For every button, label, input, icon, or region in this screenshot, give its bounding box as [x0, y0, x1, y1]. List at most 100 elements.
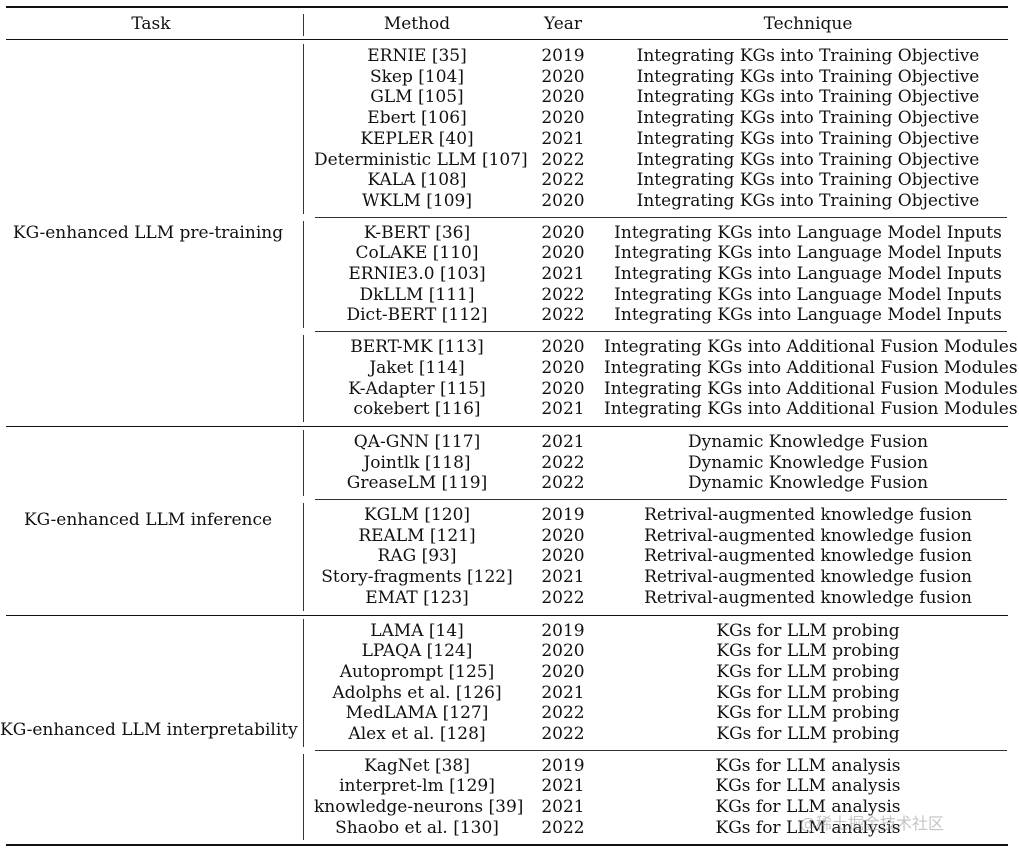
- cell-method: DkLLM [111]: [359, 284, 475, 305]
- cell-method: Adolphs et al. [126]: [332, 682, 502, 703]
- cell-year: 2021: [541, 264, 585, 284]
- cell-year: 2020: [541, 243, 585, 264]
- cell-method: REALM [121]: [358, 525, 476, 546]
- bottom-rule: [6, 844, 1008, 846]
- cell-method: MedLAMA [127]: [345, 703, 489, 724]
- cell-technique: Integrating KGs into Training Objective: [636, 87, 980, 108]
- cell-technique: KGs for LLM analysis: [715, 797, 901, 818]
- cell-year: 2022: [541, 473, 585, 494]
- block-divider: [303, 335, 304, 422]
- cell-year: 2020: [541, 190, 585, 211]
- cell-method: RAG [93]: [377, 546, 457, 567]
- cell-technique: Dynamic Knowledge Fusion: [687, 452, 929, 473]
- watermark: @稀土掘金技术社区: [800, 814, 945, 833]
- cell-method: Dict-BERT [112]: [346, 305, 488, 326]
- cell-method: Alex et al. [128]: [348, 724, 486, 744]
- cell-year: 2019: [541, 46, 585, 66]
- cell-technique: KGs for LLM analysis: [715, 817, 901, 838]
- cell-technique: Integrating KGs into Language Model Inpu…: [614, 222, 1002, 243]
- cell-method: Skep [104]: [369, 66, 464, 87]
- cell-year: 2021: [541, 399, 585, 420]
- cell-year: 2020: [541, 546, 585, 567]
- cell-technique: KGs for LLM probing: [716, 661, 900, 682]
- cell-year: 2022: [541, 149, 585, 170]
- cell-year: 2020: [541, 378, 585, 399]
- cell-technique: KGs for LLM probing: [716, 620, 900, 641]
- task-label: KG-enhanced LLM pre-training: [12, 222, 284, 243]
- cell-year: 2019: [541, 620, 585, 641]
- cell-technique: KGs for LLM analysis: [715, 776, 901, 797]
- header-method: Method: [383, 14, 451, 34]
- block-separator: [315, 749, 1007, 751]
- cell-year: 2020: [541, 661, 585, 682]
- cell-year: 2020: [541, 357, 585, 378]
- cell-year: 2022: [541, 305, 585, 326]
- cell-method: interpret-lm [129]: [339, 776, 495, 797]
- cell-year: 2022: [541, 284, 585, 305]
- cell-year: 2020: [541, 108, 585, 129]
- cell-year: 2022: [541, 703, 585, 724]
- cell-technique: Retrival-augmented knowledge fusion: [644, 525, 972, 546]
- cell-method: CoLAKE [110]: [355, 243, 479, 264]
- cell-technique: KGs for LLM probing: [716, 682, 900, 703]
- block-divider: [303, 503, 304, 611]
- block-separator: [315, 216, 1007, 218]
- cell-method: BERT-MK [113]: [350, 337, 484, 358]
- cell-method: KEPLER [40]: [360, 128, 474, 149]
- cell-year: 2022: [541, 724, 585, 744]
- cell-year: 2020: [541, 337, 585, 358]
- cell-technique: KGs for LLM analysis: [715, 755, 901, 776]
- cell-method: LAMA [14]: [370, 620, 464, 641]
- cell-technique: Integrating KGs into Additional Fusion M…: [604, 357, 1018, 378]
- cell-technique: KGs for LLM probing: [716, 641, 900, 662]
- block-divider: [303, 429, 304, 496]
- cell-technique: Integrating KGs into Language Model Inpu…: [614, 243, 1002, 264]
- cell-method: KGLM [120]: [363, 505, 471, 525]
- cell-method: ERNIE [35]: [367, 46, 467, 66]
- cell-year: 2021: [541, 797, 585, 818]
- cell-method: QA-GNN [117]: [353, 431, 481, 452]
- block-separator: [315, 331, 1007, 333]
- cell-method: WKLM [109]: [362, 190, 472, 211]
- header-technique: Technique: [763, 14, 853, 34]
- cell-technique: Integrating KGs into Language Model Inpu…: [614, 305, 1002, 326]
- block-separator: [315, 499, 1007, 500]
- cell-technique: Integrating KGs into Language Model Inpu…: [614, 264, 1002, 284]
- cell-year: 2019: [541, 505, 585, 525]
- task-label: KG-enhanced LLM interpretability: [0, 719, 298, 740]
- cell-method: LPAQA [124]: [361, 641, 473, 662]
- cell-technique: Retrival-augmented knowledge fusion: [644, 546, 972, 567]
- cell-method: Autoprompt [125]: [339, 661, 495, 682]
- cell-technique: KGs for LLM probing: [716, 724, 900, 744]
- cell-technique: Dynamic Knowledge Fusion: [687, 473, 929, 494]
- cell-method: K-Adapter [115]: [348, 378, 486, 399]
- block-divider: [303, 44, 304, 214]
- cell-year: 2020: [541, 222, 585, 243]
- task-label: KG-enhanced LLM inference: [23, 510, 273, 531]
- cell-method: Shaobo et al. [130]: [335, 817, 499, 838]
- cell-technique: Integrating KGs into Additional Fusion M…: [604, 399, 1018, 420]
- header-rule: [6, 39, 1008, 40]
- cell-technique: KGs for LLM probing: [716, 703, 900, 724]
- block-divider: [303, 220, 304, 329]
- block-divider: [303, 753, 304, 841]
- group-rule: [6, 425, 1008, 427]
- top-rule: [6, 6, 1008, 8]
- cell-method: KALA [108]: [367, 170, 467, 191]
- cell-year: 2019: [541, 755, 585, 776]
- cell-year: 2021: [541, 431, 585, 452]
- cell-year: 2020: [541, 641, 585, 662]
- cell-year: 2021: [541, 776, 585, 797]
- cell-technique: Integrating KGs into Training Objective: [636, 108, 980, 129]
- header-year: Year: [543, 14, 583, 34]
- group-rule: [6, 614, 1008, 616]
- cell-year: 2022: [541, 170, 585, 191]
- cell-technique: Dynamic Knowledge Fusion: [687, 431, 929, 452]
- cell-technique: Retrival-augmented knowledge fusion: [644, 567, 972, 588]
- cell-technique: Integrating KGs into Training Objective: [636, 170, 980, 191]
- cell-technique: Retrival-augmented knowledge fusion: [644, 505, 972, 525]
- cell-method: EMAT [123]: [365, 587, 469, 608]
- cell-year: 2021: [541, 567, 585, 588]
- cell-method: knowledge-neurons [39]: [314, 797, 524, 818]
- cell-technique: Integrating KGs into Training Objective: [636, 149, 980, 170]
